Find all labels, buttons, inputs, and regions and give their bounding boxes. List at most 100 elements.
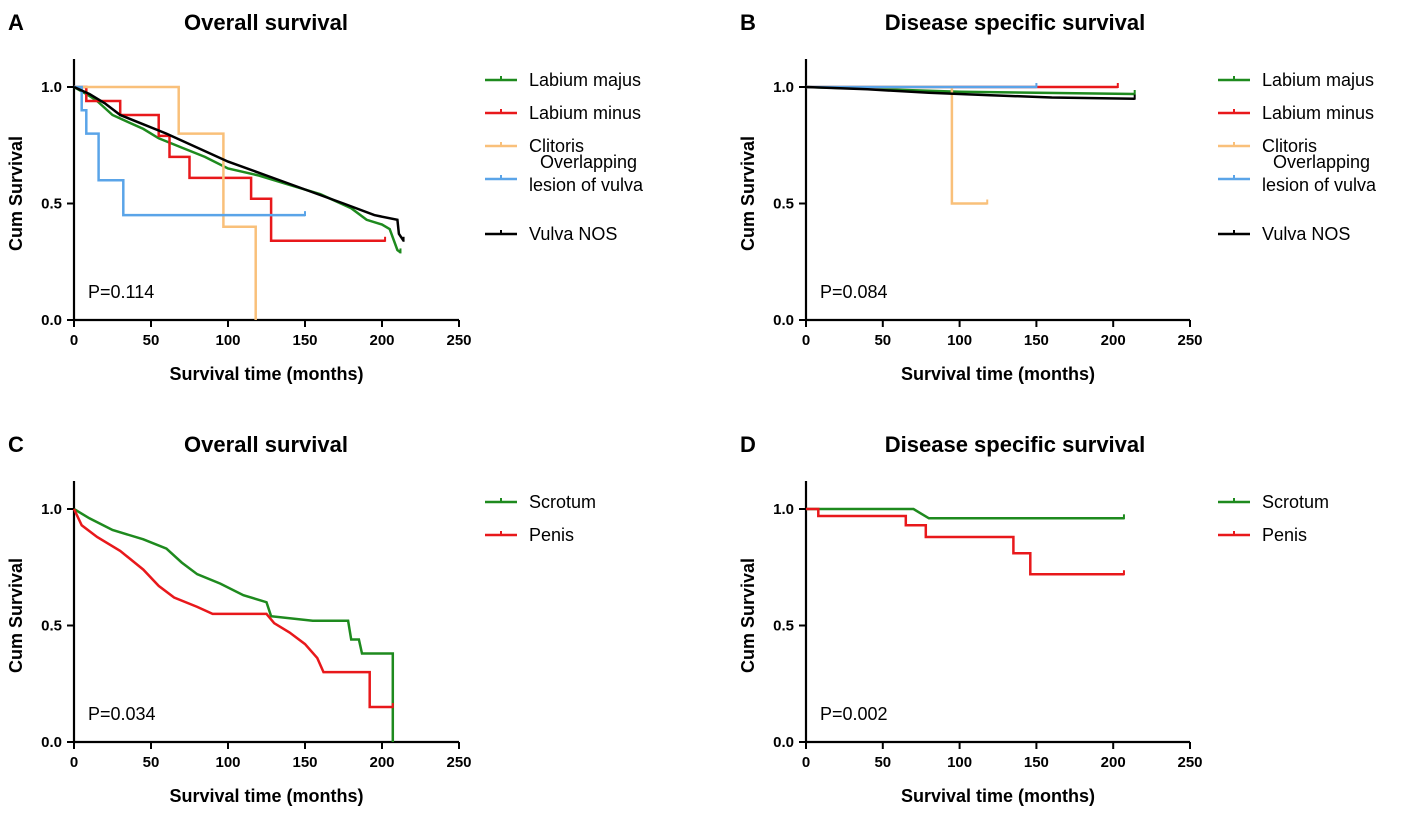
series-line-scrotum (73, 507, 395, 742)
y-tick-label: 0.5 (41, 196, 62, 213)
panel-d: D Disease specific survival 0 50 100 150 200 25… (738, 432, 1329, 806)
legend-item: Clitoris (485, 136, 584, 156)
p-value: P=0.084 (820, 282, 888, 302)
y-tick-label: 1.0 (41, 501, 62, 518)
legend-label: Labium minus (1262, 103, 1374, 123)
y-tick-label: 0.5 (41, 618, 62, 635)
legend-item: Vulva NOS (1218, 224, 1350, 244)
legend-item: Labium majus (485, 70, 641, 90)
legend-label: Scrotum (1262, 492, 1329, 512)
y-tick-label: 0.0 (773, 312, 794, 329)
x-tick-label: 200 (1101, 754, 1126, 771)
x-tick-label: 100 (215, 754, 240, 771)
x-tick-label: 250 (446, 754, 471, 771)
legend-label: Overlapping lesion of vulva (1262, 152, 1377, 195)
chart-title: Disease specific survival (885, 432, 1146, 457)
series-line-labium-majus (73, 85, 402, 254)
chart-title: Disease specific survival (885, 10, 1146, 35)
x-tick-label: 50 (143, 332, 160, 349)
legend-item: Overlapping lesion of vulva (1218, 152, 1377, 195)
panel-letter: B (740, 10, 756, 35)
x-axis-label: Survival time (months) (901, 786, 1095, 806)
series-line-overlapping-lesion-of-vulva (74, 85, 305, 217)
panel-a: A Overall survival 0 50 100 150 200 250 0.0 0.5 1.… (6, 10, 644, 384)
x-tick-label: 200 (1101, 332, 1126, 349)
x-tick-label: 50 (874, 754, 891, 771)
series-line-clitoris (806, 85, 988, 205)
x-axis-label: Survival time (months) (169, 364, 363, 384)
legend-label: Scrotum (529, 492, 596, 512)
y-tick-label: 1.0 (773, 501, 794, 518)
panel-b: B Disease specific survival 0 50 100 150 200 25… (738, 10, 1377, 384)
series-line-labium-minus (74, 85, 386, 243)
series-line-penis (72, 508, 393, 709)
chart-title: Overall survival (184, 432, 348, 457)
x-tick-label: 100 (947, 754, 972, 771)
legend-item: Clitoris (1218, 136, 1317, 156)
legend-label: Labium majus (529, 70, 641, 90)
y-tick-label: 0.0 (773, 734, 794, 751)
series-line-vulva-nos (73, 85, 405, 242)
series-line-penis (806, 507, 1124, 576)
legend-item: Penis (1218, 525, 1307, 545)
legend-item: Vulva NOS (485, 224, 617, 244)
x-tick-label: 0 (70, 332, 78, 349)
x-tick-label: 0 (802, 332, 810, 349)
x-tick-label: 50 (143, 754, 160, 771)
legend: Scrotum Penis (1218, 492, 1329, 545)
legend-label: Clitoris (529, 136, 584, 156)
legend-label: Clitoris (1262, 136, 1317, 156)
series-line-clitoris (74, 85, 257, 320)
x-tick-label: 200 (369, 332, 394, 349)
x-tick-label: 50 (874, 332, 891, 349)
y-tick-label: 0.0 (41, 312, 62, 329)
panel-letter: C (8, 432, 24, 457)
legend-item: Scrotum (1218, 492, 1329, 512)
y-axis-label: Cum Survival (6, 136, 26, 251)
y-tick-label: 0.5 (773, 196, 794, 213)
x-tick-label: 150 (1024, 754, 1049, 771)
series-line-scrotum (806, 507, 1124, 520)
x-tick-label: 150 (292, 332, 317, 349)
chart-title: Overall survival (184, 10, 348, 35)
p-value: P=0.002 (820, 704, 888, 724)
p-value: P=0.114 (88, 282, 154, 302)
series-line-vulva-nos (805, 85, 1135, 100)
panel-letter: D (740, 432, 756, 457)
y-tick-label: 0.0 (41, 734, 62, 751)
y-tick-label: 0.5 (773, 618, 794, 635)
x-tick-label: 250 (1177, 332, 1202, 349)
y-axis-label: Cum Survival (6, 558, 26, 673)
legend-label: Labium minus (529, 103, 641, 123)
legend-label: Vulva NOS (1262, 224, 1350, 244)
legend-item: Labium minus (1218, 103, 1374, 123)
legend-item: Labium majus (1218, 70, 1374, 90)
y-tick-label: 1.0 (773, 79, 794, 96)
y-tick-label: 1.0 (41, 79, 62, 96)
legend-item: Labium minus (485, 103, 641, 123)
legend-item: Overlapping lesion of vulva (485, 152, 644, 195)
legend-item: Scrotum (485, 492, 596, 512)
panel-letter: A (8, 10, 24, 35)
x-tick-label: 150 (1024, 332, 1049, 349)
legend-label: Labium majus (1262, 70, 1374, 90)
x-tick-label: 200 (369, 754, 394, 771)
legend-label: Penis (529, 525, 574, 545)
x-axis-label: Survival time (months) (169, 786, 363, 806)
x-tick-label: 150 (292, 754, 317, 771)
legend-label: Penis (1262, 525, 1307, 545)
y-axis-label: Cum Survival (738, 558, 758, 673)
x-tick-label: 100 (947, 332, 972, 349)
legend: Scrotum Penis (485, 492, 596, 545)
legend-label: Overlapping lesion of vulva (529, 152, 644, 195)
x-axis-label: Survival time (months) (901, 364, 1095, 384)
x-tick-label: 250 (446, 332, 471, 349)
y-axis-label: Cum Survival (738, 136, 758, 251)
p-value: P=0.034 (88, 704, 156, 724)
legend: Labium majus Labium minus ClitorisOverlapp… (485, 70, 644, 244)
x-tick-label: 0 (70, 754, 78, 771)
legend: Labium majus Labium minus ClitorisOverlapp… (1218, 70, 1377, 244)
legend-label: Vulva NOS (529, 224, 617, 244)
panel-c: C Overall survival 0 50 100 150 200 250 0.0 0.5 1.… (6, 432, 596, 806)
